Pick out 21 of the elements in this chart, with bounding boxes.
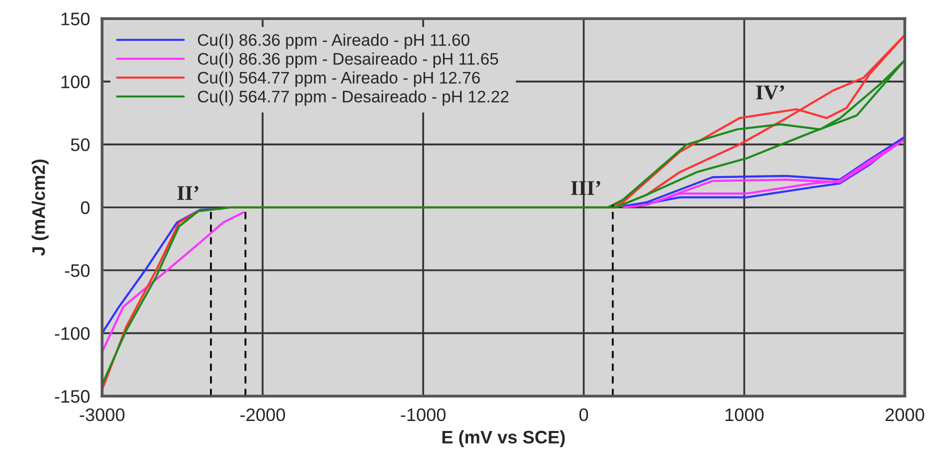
y-tick-label: -50 bbox=[64, 264, 90, 277]
y-axis-title: J (mA/cm2) bbox=[32, 160, 49, 256]
legend-label: Cu(I) 86.36 ppm - Desaireado - pH 11.65 bbox=[198, 52, 498, 68]
legend-label: Cu(I) 564.77 ppm - Aireado - pH 12.76 bbox=[198, 71, 480, 87]
legend-label: Cu(I) 564.77 ppm - Desaireado - pH 12.22 bbox=[198, 90, 508, 106]
x-tick-label: 0 bbox=[579, 408, 588, 422]
x-tick-label: -2000 bbox=[240, 408, 286, 422]
x-tick-label: -1000 bbox=[400, 408, 446, 422]
y-tick-label: 150 bbox=[62, 12, 90, 26]
legend-label: Cu(I) 86.36 ppm - Aireado - pH 11.60 bbox=[198, 34, 470, 50]
y-tick-label: 50 bbox=[70, 138, 90, 152]
annotation: II’ bbox=[177, 186, 198, 200]
x-tick-label: 2000 bbox=[886, 408, 924, 422]
y-tick-label: 100 bbox=[62, 75, 90, 88]
y-tick-label: 0 bbox=[80, 201, 90, 214]
x-tick-label: 1000 bbox=[726, 408, 764, 422]
x-axis-title: E (mV vs SCE) bbox=[442, 430, 565, 448]
annotation: IV’ bbox=[756, 85, 784, 100]
x-tick-label: -3000 bbox=[80, 408, 124, 422]
y-tick-label: -100 bbox=[54, 327, 90, 340]
y-tick-label: -150 bbox=[54, 390, 90, 403]
